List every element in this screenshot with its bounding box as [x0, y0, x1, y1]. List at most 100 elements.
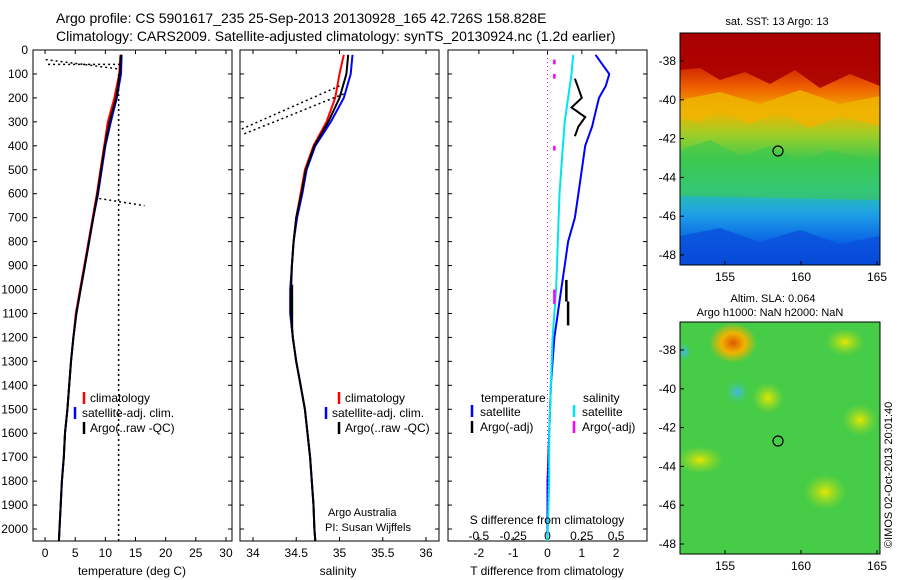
- x-tick-label: 10: [99, 546, 113, 560]
- map-x-tick-label: 155: [715, 270, 735, 284]
- sst-map-title: sat. SST: 13 Argo: 13: [725, 16, 828, 28]
- map-y-tick-label: -48: [659, 537, 677, 551]
- depth-tick-label: 2000: [1, 522, 28, 536]
- platform-note: Argo Australia: [328, 507, 397, 519]
- depth-tick-label: 1700: [1, 450, 28, 464]
- sst-map-float-marker: [772, 145, 784, 157]
- x-tick-label: 2: [613, 546, 620, 560]
- legend-label-satellite: satellite-adj. clim.: [82, 406, 174, 420]
- legend-label-t-satellite: satellite: [480, 405, 521, 419]
- sst-map-frame: [679, 32, 881, 266]
- salinity-panel-frame: [239, 49, 440, 542]
- salinity-legend: climatology satellite-adj. clim. Argo(..…: [324, 391, 430, 435]
- sla-map-low-edge: [680, 342, 692, 362]
- sla-map-frame: [679, 321, 881, 555]
- chart-title-line2: Climatology: CARS2009. Satellite-adjuste…: [56, 28, 616, 44]
- reference-dotted-line: [244, 92, 346, 135]
- depth-tick-label: 1100: [2, 306, 28, 320]
- reference-dotted-line: [99, 197, 145, 207]
- x-tick-label: 0: [544, 546, 551, 560]
- difference-xlabel-top: S difference from climatology: [470, 513, 625, 527]
- depth-tick-label: 1000: [1, 283, 28, 297]
- map-y-tick-label: -46: [659, 209, 677, 223]
- sla-map-yellow-5: [842, 404, 878, 436]
- top-x-tick-label: -0.25: [500, 529, 528, 543]
- sla-map-low-anomaly: [725, 380, 749, 404]
- map-y-tick-label: -48: [659, 248, 677, 262]
- depth-tick-label: 1400: [1, 378, 28, 392]
- series-line-satellite-adj-clim-: [289, 54, 354, 542]
- depth-tick-label: 800: [8, 235, 28, 249]
- x-tick-label: -1: [508, 546, 519, 560]
- x-tick-label: 5: [72, 546, 79, 560]
- map-x-tick-label: 160: [791, 559, 811, 573]
- sst-map-warm-front: [680, 33, 880, 88]
- legend-title-temperature: temperature: [481, 391, 546, 405]
- legend-label-s-satellite: satellite: [582, 405, 623, 419]
- depth-tick-label: 300: [8, 115, 28, 129]
- depth-tick-label: 500: [8, 163, 28, 177]
- map-y-tick-label: -42: [659, 132, 677, 146]
- top-x-tick-label: 0.5: [608, 529, 625, 543]
- difference-xlabel: T difference from climatology: [470, 564, 624, 578]
- sla-map-title1: Altim. SLA: 0.064: [731, 293, 816, 305]
- series-line-argo-raw-qc-: [57, 54, 122, 542]
- sla-map: [680, 322, 880, 554]
- series-line-argo-raw-qc-: [290, 54, 350, 542]
- depth-tick-label: 0: [21, 43, 28, 57]
- x-tick-label: 36: [419, 546, 433, 560]
- sla-map-axes: -38 -40 -42 -44 -46 -48 155 160 165: [659, 343, 888, 573]
- pi-note: PI: Susan Wijffels: [325, 522, 411, 534]
- legend-label-s-argo: Argo(-adj): [582, 420, 635, 434]
- top-x-tick-label: 0.25: [570, 529, 594, 543]
- map-y-tick-label: -42: [659, 421, 677, 435]
- sst-map-orange-band: [680, 90, 880, 128]
- top-x-tick-label: -0.5: [469, 529, 490, 543]
- copyright-stamp: ©IMOS 02-Oct-2013 20:01:40: [883, 402, 895, 548]
- series-line-argo-adj-: [569, 78, 587, 137]
- series-line-climatology: [57, 54, 122, 542]
- sla-map-high-anomaly: [709, 323, 757, 363]
- reference-dotted-line: [241, 85, 340, 130]
- map-y-tick-label: -40: [659, 93, 677, 107]
- depth-tick-label: 100: [8, 67, 28, 81]
- depth-tick-label: 1500: [1, 402, 28, 416]
- temperature-xlabel: temperature (deg C): [78, 564, 186, 578]
- map-x-tick-label: 165: [867, 559, 887, 573]
- temperature-legend: climatology satellite-adj. clim. Argo(..…: [73, 391, 175, 435]
- sla-map-float-marker: [772, 435, 784, 447]
- sla-map-title2: Argo h1000: NaN h2000: NaN: [697, 307, 844, 319]
- legend-label-argo: Argo(..raw -QC): [90, 421, 175, 435]
- map-x-tick-label: 155: [715, 559, 735, 573]
- x-tick-label: 1: [578, 546, 585, 560]
- sst-map: [680, 33, 880, 265]
- x-tick-label: 35: [333, 546, 347, 560]
- depth-tick-label: 1300: [1, 354, 28, 368]
- map-x-tick-label: 165: [867, 270, 887, 284]
- temperature-panel-frame: [32, 49, 233, 542]
- sla-map-yellow-3: [680, 446, 724, 474]
- legend-label-satellite: satellite-adj. clim.: [332, 406, 424, 420]
- temperature-plot: 0 5 10 15 20 25 30: [42, 50, 233, 560]
- map-y-tick-label: -46: [659, 498, 677, 512]
- map-y-tick-label: -44: [659, 459, 677, 473]
- x-tick-label: 25: [189, 546, 203, 560]
- depth-tick-label: 900: [8, 259, 28, 273]
- depth-tick-label: 200: [8, 91, 28, 105]
- depth-tick-label: 700: [8, 211, 28, 225]
- salinity-plot: 34 34.5 35 35.5 36: [241, 50, 433, 560]
- legend-label-climatology: climatology: [345, 391, 405, 405]
- legend-label-climatology: climatology: [90, 391, 150, 405]
- depth-tick-label: 1200: [1, 330, 28, 344]
- map-y-tick-label: -38: [659, 54, 677, 68]
- salinity-xlabel: salinity: [320, 564, 357, 578]
- legend-label-t-argo: Argo(-adj): [480, 420, 533, 434]
- map-y-tick-label: -44: [659, 170, 677, 184]
- x-tick-label: 30: [219, 546, 233, 560]
- chart-title-line1: Argo profile: CS 5901617_235 25-Sep-2013…: [56, 10, 547, 26]
- depth-tick-label: 1600: [1, 426, 28, 440]
- depth-axis: 0 100 200 300 400 500 600 700 800 900 1000 1100 1200…: [1, 43, 647, 536]
- depth-tick-label: 1800: [1, 474, 28, 488]
- x-tick-label: 34: [246, 546, 260, 560]
